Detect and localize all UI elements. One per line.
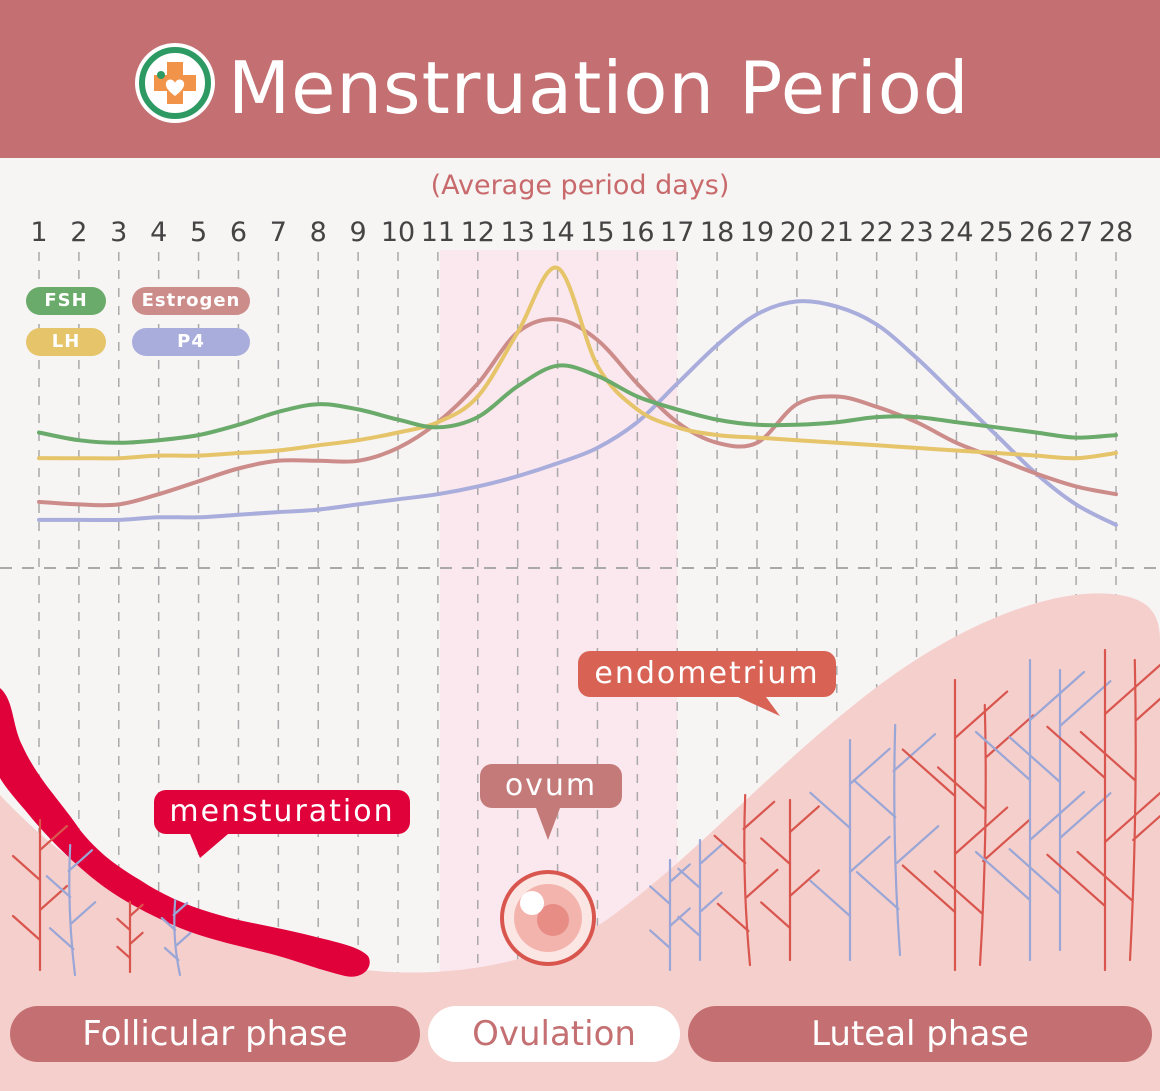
day-tick-label: 7 [270,217,287,248]
series-line-fsh [37,363,1118,445]
blood-vessel [809,738,891,962]
endometrium-callout: endometrium [578,651,836,697]
day-tick-label: 3 [110,217,127,248]
day-tick-label: 22 [859,217,893,248]
blood-vessel [974,658,1086,962]
blood-vessel [901,678,1009,972]
ovum-cell [500,870,596,966]
day-tick-label: 21 [820,217,854,248]
blood-vessel [933,703,1035,967]
day-tick-label: 2 [70,217,87,248]
phase-follicular: Follicular phase [10,1006,420,1062]
callout-pointer [738,697,780,716]
blood-vessel [116,900,144,974]
blood-vessel [760,798,820,962]
day-tick-label: 25 [979,217,1013,248]
day-tick-label: 12 [461,217,495,248]
day-tick-label: 24 [939,217,973,248]
legend-p4: P4 [132,328,250,356]
day-tick-label: 16 [620,217,654,248]
series-line-estrogen [37,317,1118,508]
day-tick-label: 20 [780,217,814,248]
legend-estrogen: Estrogen [132,287,250,315]
blood-vessel [677,838,723,962]
phase-luteal: Luteal phase [688,1006,1152,1062]
menstrual-blood-band [0,688,370,977]
legend-lh: LH [26,328,106,356]
day-tick-label: 18 [700,217,734,248]
blood-vessel [160,898,192,977]
day-tick-label: 9 [350,217,367,248]
blood-vessel [1008,668,1112,952]
day-tick-label: 11 [421,217,455,248]
series-line-p4 [37,299,1118,527]
day-tick-label: 4 [150,217,167,248]
day-tick-label: 13 [500,217,534,248]
blood-vessel [852,723,940,957]
day-tick-label: 27 [1059,217,1093,248]
day-tick-label: 26 [1019,217,1053,248]
blood-vessel [1046,648,1160,972]
day-tick-label: 28 [1099,217,1133,248]
day-tick-label: 17 [660,217,694,248]
legend-fsh: FSH [26,287,106,315]
blood-vessel [713,793,779,967]
series-line-lh [37,265,1118,461]
blood-vessel [1076,658,1160,962]
day-tick-label: 14 [540,217,574,248]
day-tick-label: 6 [230,217,247,248]
callout-pointer [536,808,560,840]
callout-pointer [190,834,228,858]
day-tick-label: 8 [310,217,327,248]
page-title: Menstruation Period [228,46,970,130]
day-tick-label: 1 [30,217,47,248]
medical-cross-heart-icon [135,43,215,123]
menstruation-callout: mensturation [154,790,410,834]
day-tick-label: 5 [190,217,207,248]
chart-subtitle: (Average period days) [430,170,730,201]
day-tick-label: 23 [899,217,933,248]
ovum-callout: ovum [480,764,622,808]
day-tick-label: 15 [580,217,614,248]
phase-ovulation: Ovulation [428,1006,680,1062]
day-tick-label: 19 [740,217,774,248]
endometrium-tissue [0,593,1160,1091]
blood-vessel [45,843,97,977]
day-tick-label: 10 [381,217,415,248]
